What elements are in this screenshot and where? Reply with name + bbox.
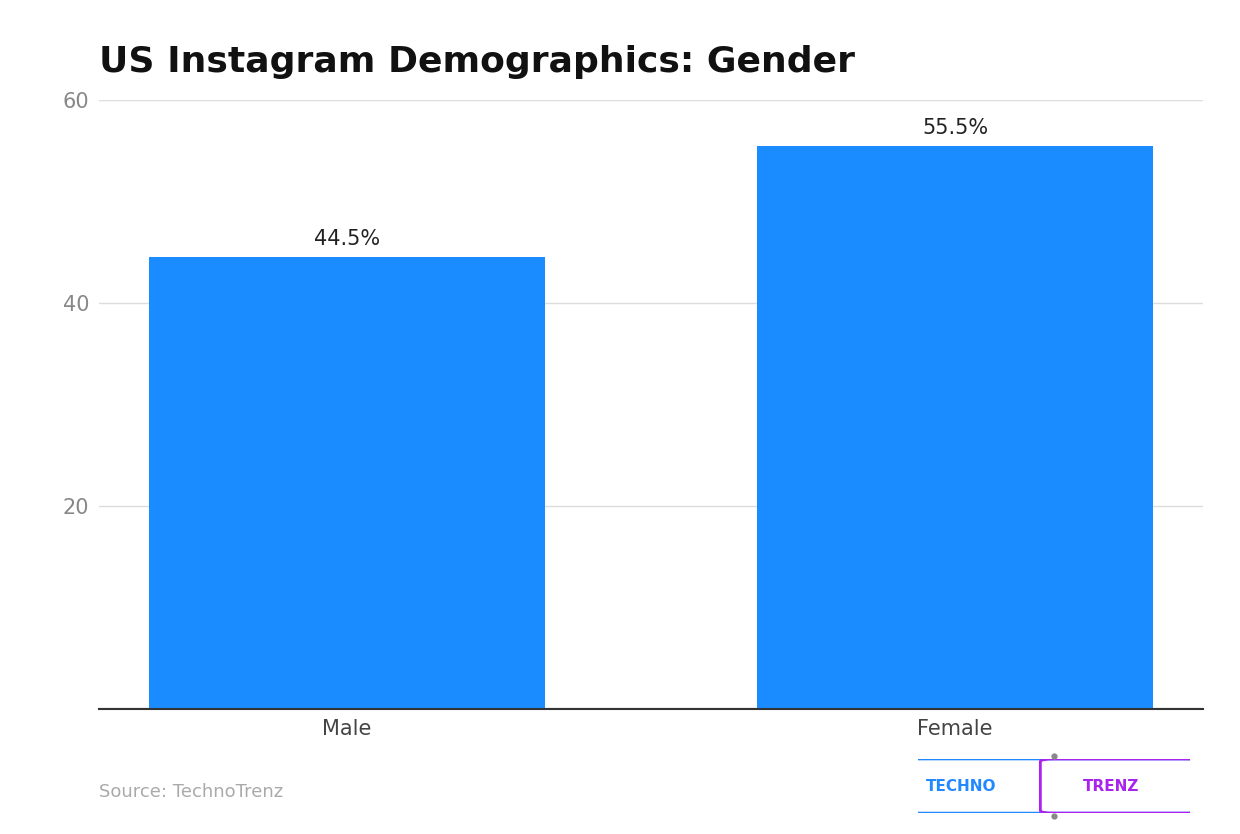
Bar: [149, 258, 544, 709]
Text: US Instagram Demographics: Gender: US Instagram Demographics: Gender: [99, 45, 856, 79]
Text: TRENZ: TRENZ: [1083, 779, 1140, 793]
Text: TECHNO: TECHNO: [926, 779, 997, 793]
Text: Source: TechnoTrenz: Source: TechnoTrenz: [99, 782, 283, 801]
Bar: [758, 146, 1153, 709]
Text: 44.5%: 44.5%: [314, 229, 379, 249]
Text: 55.5%: 55.5%: [923, 118, 988, 138]
FancyBboxPatch shape: [906, 759, 1202, 813]
